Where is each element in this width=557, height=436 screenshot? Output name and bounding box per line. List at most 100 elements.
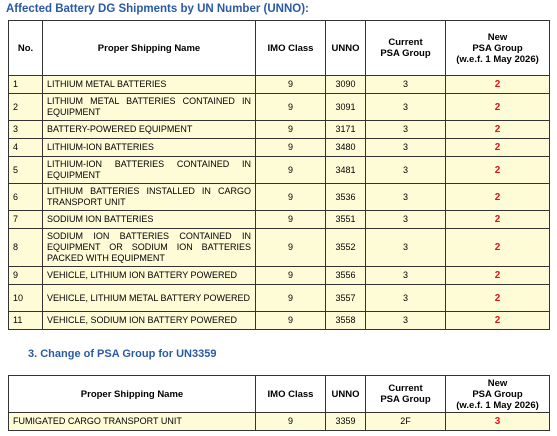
table-row: FUMIGATED CARGO TRANSPORT UNIT 9 3359 2F 3 (8, 412, 550, 431)
table-row: 5 LITHIUM-ION BATTERIES CONTAINED IN EQUI… (8, 156, 550, 184)
cell: 3551 (325, 210, 366, 229)
cell: 3 (445, 412, 550, 431)
column-header: UNNO (325, 375, 366, 413)
header-text: No. (17, 42, 34, 54)
table-row: 6 LITHIUM BATTERIES INSTALLED IN CARGO TR… (8, 183, 550, 211)
header-row: No. Proper Shipping Name IMO Class UNNO Curr… (8, 20, 550, 76)
cell: 3552 (325, 228, 366, 267)
header-text: Proper Shipping Name (97, 42, 201, 54)
table-row: 9 VEHICLE, LITHIUM ION BATTERY POWERED 9 35… (8, 266, 550, 285)
header-text: PSA Group (472, 42, 523, 54)
cell: 3359 (325, 412, 366, 431)
column-header: New PSA Group (w.e.f. 1 May 2026) (445, 20, 550, 76)
shipping-name: LITHIUM-ION BATTERIES CONTAINED IN EQUIP… (42, 156, 256, 184)
cell: 3 (365, 228, 446, 267)
cell: 3 (365, 156, 446, 184)
shipping-name: SODIUM ION BATTERIES (42, 210, 256, 229)
cell: 3 (365, 93, 446, 121)
table: Proper Shipping Name IMO Class UNNO Current… (8, 375, 550, 431)
cell: 2 (445, 228, 550, 267)
cell: 3558 (325, 311, 366, 330)
cell: 9 (255, 284, 326, 312)
shipping-name: LITHIUM METAL BATTERIES (42, 75, 256, 94)
table-row: 11 VEHICLE, SODIUM ION BATTERY POWERED 9 35… (8, 311, 550, 330)
header-text: PSA Group (472, 388, 523, 400)
column-header: New PSA Group (w.e.f. 1 May 2026) (445, 375, 550, 413)
header-text: Current (388, 37, 423, 48)
header-text: (w.e.f. 1 May 2026) (456, 53, 539, 65)
table: No. Proper Shipping Name IMO Class UNNO Curr… (8, 20, 550, 330)
cell: 2 (445, 120, 550, 139)
cell: 9 (255, 138, 326, 157)
header-text: UNNO (331, 388, 360, 400)
cell: 9 (255, 183, 326, 211)
cell: 11 (8, 311, 43, 330)
cell: 1 (8, 75, 43, 94)
cell: 9 (255, 75, 326, 94)
cell: 3 (365, 284, 446, 312)
section-heading: 3. Change of PSA Group for UN3359 (28, 348, 217, 360)
cell: 9 (255, 93, 326, 121)
cell: 2 (445, 210, 550, 229)
shipping-name: VEHICLE, SODIUM ION BATTERY POWERED (42, 311, 256, 330)
cell: 3 (365, 183, 446, 211)
column-header: UNNO (325, 20, 366, 76)
cell: 3 (8, 120, 43, 139)
cell: 2F (365, 412, 446, 431)
cell: 9 (255, 412, 326, 431)
cell: 9 (255, 120, 326, 139)
cell: 3 (365, 311, 446, 330)
cell: 2 (445, 311, 550, 330)
table-row: 10 VEHICLE, LITHIUM METAL BATTERY POWERED… (8, 284, 550, 312)
cell: 3 (365, 266, 446, 285)
table-row: 2 LITHIUM METAL BATTERIES CONTAINED IN EQ… (8, 93, 550, 121)
header-text: New (487, 377, 508, 389)
cell: 5 (8, 156, 43, 184)
table-row: 1 LITHIUM METAL BATTERIES 9 3090 3 2 (8, 75, 550, 94)
cell: 9 (255, 311, 326, 330)
header-text: UNNO (331, 42, 360, 54)
header-text: Proper Shipping Name (80, 388, 184, 400)
table-row: 4 LITHIUM-ION BATTERIES 9 3480 3 2 (8, 138, 550, 157)
shipping-name: LITHIUM-ION BATTERIES (42, 138, 256, 157)
column-header: IMO Class (255, 375, 326, 413)
header-text: Current (388, 383, 423, 394)
column-header: Proper Shipping Name (8, 375, 256, 413)
cell: 3556 (325, 266, 366, 285)
shipping-name: FUMIGATED CARGO TRANSPORT UNIT (8, 412, 256, 431)
header-text: PSA Group (380, 48, 431, 59)
shipping-name: LITHIUM METAL BATTERIES CONTAINED IN EQU… (42, 93, 256, 121)
shipping-name: LITHIUM BATTERIES INSTALLED IN CARGO TRA… (42, 183, 256, 211)
column-header: Current PSA Group (365, 375, 446, 413)
cell: 2 (445, 156, 550, 184)
cell: 4 (8, 138, 43, 157)
shipping-name: VEHICLE, LITHIUM METAL BATTERY POWERED (42, 284, 256, 312)
cell: 10 (8, 284, 43, 312)
cell: 2 (445, 183, 550, 211)
cell: 3536 (325, 183, 366, 211)
cell: 9 (255, 210, 326, 229)
column-header: No. (8, 20, 43, 76)
cell: 3557 (325, 284, 366, 312)
cell: 3 (365, 120, 446, 139)
header-text: (w.e.f. 1 May 2026) (456, 399, 539, 411)
table-row: 8 SODIUM ION BATTERIES CONTAINED IN EQUIP… (8, 228, 550, 267)
cell: 3 (365, 138, 446, 157)
column-header: Proper Shipping Name (42, 20, 256, 76)
cell: 3481 (325, 156, 366, 184)
cell: 2 (445, 284, 550, 312)
cell: 2 (8, 93, 43, 121)
header-row: Proper Shipping Name IMO Class UNNO Current… (8, 375, 550, 413)
table-row: 7 SODIUM ION BATTERIES 9 3551 3 2 (8, 210, 550, 229)
cell: 9 (255, 228, 326, 267)
cell: 9 (255, 156, 326, 184)
cell: 2 (445, 266, 550, 285)
cell: 3480 (325, 138, 366, 157)
cell: 6 (8, 183, 43, 211)
cell: 3091 (325, 93, 366, 121)
cell: 3 (365, 75, 446, 94)
cell: 7 (8, 210, 43, 229)
section-title: Affected Battery DG Shipments by UN Numb… (6, 3, 309, 15)
header-text: IMO Class (267, 388, 314, 400)
column-header: IMO Class (255, 20, 326, 76)
